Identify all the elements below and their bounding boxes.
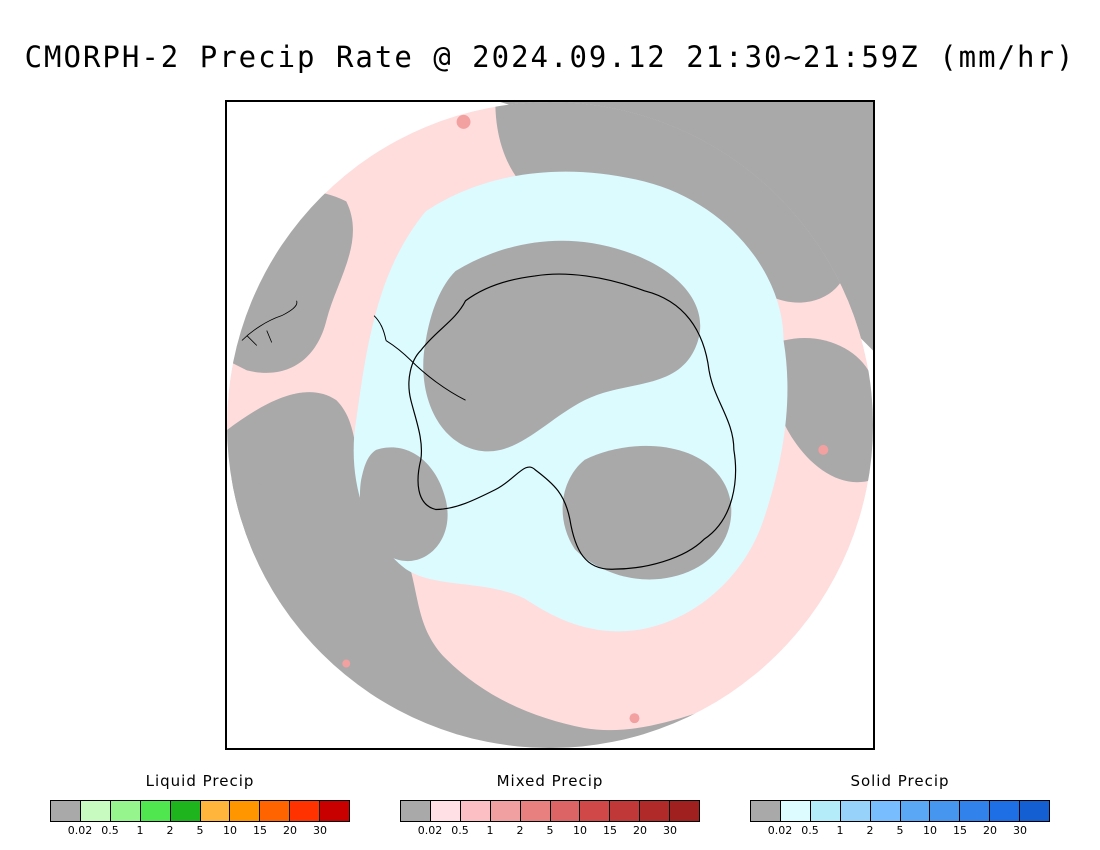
solid-tick-label: 10 bbox=[923, 824, 937, 837]
polar-map bbox=[227, 102, 873, 748]
legend-solid-label: Solid Precip bbox=[850, 772, 950, 790]
mixed-tick-label: 0.5 bbox=[451, 824, 469, 837]
liquid-tick-label: 20 bbox=[283, 824, 297, 837]
solid-swatch bbox=[751, 801, 781, 821]
liquid-tick-label: 15 bbox=[253, 824, 267, 837]
liquid-swatch bbox=[80, 801, 111, 821]
mixed-tick-label: 5 bbox=[546, 824, 554, 837]
legend-liquid-swatches bbox=[50, 800, 350, 822]
solid-swatch bbox=[810, 801, 841, 821]
liquid-tick-label: 0.02 bbox=[67, 824, 93, 837]
solid-tick-label: 30 bbox=[1013, 824, 1027, 837]
mixed-swatch bbox=[460, 801, 491, 821]
gray-patch bbox=[227, 392, 873, 748]
legend-liquid-label: Liquid Precip bbox=[145, 772, 255, 790]
liquid-swatch bbox=[140, 801, 171, 821]
mixed-swatch bbox=[640, 801, 671, 821]
mixed-spot bbox=[629, 713, 640, 724]
solid-tick-label: 0.5 bbox=[801, 824, 819, 837]
mixed-swatch bbox=[430, 801, 461, 821]
gray-patch bbox=[772, 337, 873, 483]
liquid-tick-label: 30 bbox=[313, 824, 327, 837]
liquid-swatch bbox=[170, 801, 201, 821]
legend-mixed-ticks: 0.02 0.5 1 2 5 10 15 20 30 bbox=[400, 824, 700, 838]
south-america-tip bbox=[241, 300, 298, 346]
legend-solid: Solid Precip 0.02 0.5 1 2 5 10 15 20 30 bbox=[750, 772, 1050, 838]
mixed-spot bbox=[456, 114, 471, 129]
gray-patch bbox=[562, 445, 732, 580]
mixed-spot bbox=[342, 659, 351, 668]
mixed-spot bbox=[818, 444, 829, 455]
liquid-tick-label: 2 bbox=[166, 824, 174, 837]
legend-mixed-label: Mixed Precip bbox=[496, 772, 604, 790]
mixed-tick-label: 30 bbox=[663, 824, 677, 837]
liquid-swatch bbox=[290, 801, 321, 821]
solid-tick-label: 5 bbox=[896, 824, 904, 837]
mixed-swatch bbox=[490, 801, 521, 821]
liquid-swatch bbox=[260, 801, 291, 821]
plot-title: CMORPH-2 Precip Rate @ 2024.09.12 21:30~… bbox=[24, 40, 1076, 74]
liquid-swatch bbox=[200, 801, 231, 821]
legend-mixed-swatches bbox=[400, 800, 700, 822]
solid-swatch bbox=[900, 801, 931, 821]
solid-tick-label: 15 bbox=[953, 824, 967, 837]
mixed-swatch bbox=[520, 801, 551, 821]
solid-swatch bbox=[840, 801, 871, 821]
liquid-tick-label: 10 bbox=[223, 824, 237, 837]
solid-tick-label: 20 bbox=[983, 824, 997, 837]
solid-swatch bbox=[1020, 801, 1050, 821]
gray-patch bbox=[423, 240, 701, 452]
mixed-tick-label: 20 bbox=[633, 824, 647, 837]
legend-mixed: Mixed Precip 0.02 0.5 1 2 5 10 15 20 30 bbox=[400, 772, 700, 838]
projection-disc bbox=[227, 102, 873, 748]
liquid-swatch bbox=[230, 801, 261, 821]
solid-swatch bbox=[990, 801, 1021, 821]
liquid-swatch bbox=[51, 801, 81, 821]
solid-tick-label: 1 bbox=[836, 824, 844, 837]
legend-liquid-ticks: 0.02 0.5 1 2 5 10 15 20 30 bbox=[50, 824, 350, 838]
antarctic-peninsula bbox=[373, 315, 466, 401]
liquid-tick-label: 5 bbox=[196, 824, 204, 837]
outer-corner-data bbox=[500, 102, 873, 351]
liquid-swatch bbox=[320, 801, 350, 821]
mixed-swatch bbox=[580, 801, 611, 821]
gray-patch bbox=[359, 447, 448, 562]
legend-solid-swatches bbox=[750, 800, 1050, 822]
mixed-tick-label: 1 bbox=[486, 824, 494, 837]
liquid-tick-label: 1 bbox=[136, 824, 144, 837]
solid-swatch bbox=[870, 801, 901, 821]
mixed-swatch bbox=[670, 801, 700, 821]
legend-solid-ticks: 0.02 0.5 1 2 5 10 15 20 30 bbox=[750, 824, 1050, 838]
mixed-swatch bbox=[401, 801, 431, 821]
liquid-tick-label: 0.5 bbox=[101, 824, 119, 837]
solid-tick-label: 2 bbox=[866, 824, 874, 837]
antarctica-coastline bbox=[408, 273, 737, 570]
solid-swatch bbox=[960, 801, 991, 821]
map-frame bbox=[225, 100, 875, 750]
mixed-tick-label: 15 bbox=[603, 824, 617, 837]
mixed-swatch bbox=[550, 801, 581, 821]
mixed-tick-label: 10 bbox=[573, 824, 587, 837]
solid-swatch bbox=[780, 801, 811, 821]
mixed-tick-label: 0.02 bbox=[417, 824, 443, 837]
mixed-tick-label: 2 bbox=[516, 824, 524, 837]
liquid-swatch bbox=[110, 801, 141, 821]
solid-tick-label: 0.02 bbox=[767, 824, 793, 837]
mixed-swatch bbox=[610, 801, 641, 821]
solid-swatch bbox=[930, 801, 961, 821]
legend-liquid: Liquid Precip 0.02 0.5 1 2 5 10 15 20 30 bbox=[50, 772, 350, 838]
